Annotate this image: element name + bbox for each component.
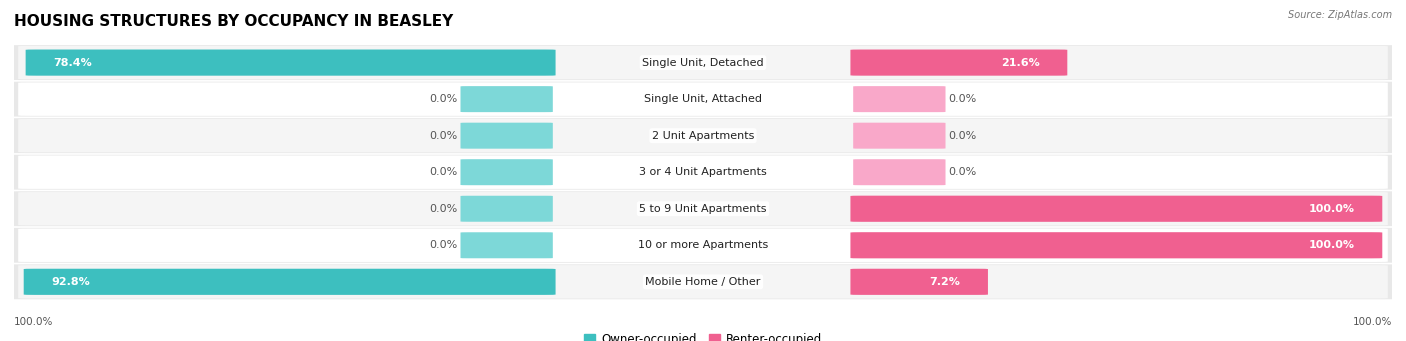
FancyBboxPatch shape — [0, 264, 1406, 299]
FancyBboxPatch shape — [461, 196, 553, 222]
FancyBboxPatch shape — [851, 49, 1067, 76]
Text: 2 Unit Apartments: 2 Unit Apartments — [652, 131, 754, 141]
FancyBboxPatch shape — [461, 232, 553, 258]
Text: 21.6%: 21.6% — [1001, 58, 1040, 68]
Text: Source: ZipAtlas.com: Source: ZipAtlas.com — [1288, 10, 1392, 20]
FancyBboxPatch shape — [461, 159, 553, 185]
FancyBboxPatch shape — [0, 191, 1406, 226]
FancyBboxPatch shape — [0, 228, 1406, 263]
Text: 0.0%: 0.0% — [429, 240, 458, 250]
Text: 3 or 4 Unit Apartments: 3 or 4 Unit Apartments — [640, 167, 766, 177]
FancyBboxPatch shape — [0, 82, 1406, 117]
Text: Single Unit, Detached: Single Unit, Detached — [643, 58, 763, 68]
FancyBboxPatch shape — [0, 118, 1406, 153]
FancyBboxPatch shape — [18, 119, 1388, 152]
FancyBboxPatch shape — [851, 232, 1382, 258]
FancyBboxPatch shape — [18, 155, 1388, 189]
FancyBboxPatch shape — [853, 86, 945, 112]
Text: 100.0%: 100.0% — [1309, 204, 1355, 214]
Text: 0.0%: 0.0% — [429, 131, 458, 141]
Text: 0.0%: 0.0% — [429, 167, 458, 177]
Text: 0.0%: 0.0% — [429, 204, 458, 214]
FancyBboxPatch shape — [18, 228, 1388, 262]
FancyBboxPatch shape — [853, 159, 945, 185]
FancyBboxPatch shape — [461, 86, 553, 112]
Text: 100.0%: 100.0% — [1353, 317, 1392, 327]
Text: 92.8%: 92.8% — [51, 277, 90, 287]
FancyBboxPatch shape — [18, 83, 1388, 116]
Text: 0.0%: 0.0% — [948, 131, 977, 141]
Text: 78.4%: 78.4% — [53, 58, 91, 68]
Text: 5 to 9 Unit Apartments: 5 to 9 Unit Apartments — [640, 204, 766, 214]
FancyBboxPatch shape — [24, 269, 555, 295]
FancyBboxPatch shape — [18, 46, 1388, 79]
Text: 100.0%: 100.0% — [1309, 240, 1355, 250]
Text: HOUSING STRUCTURES BY OCCUPANCY IN BEASLEY: HOUSING STRUCTURES BY OCCUPANCY IN BEASL… — [14, 14, 453, 29]
FancyBboxPatch shape — [18, 265, 1388, 298]
Text: 0.0%: 0.0% — [948, 94, 977, 104]
Text: Mobile Home / Other: Mobile Home / Other — [645, 277, 761, 287]
FancyBboxPatch shape — [851, 269, 988, 295]
Text: 10 or more Apartments: 10 or more Apartments — [638, 240, 768, 250]
Text: Single Unit, Attached: Single Unit, Attached — [644, 94, 762, 104]
FancyBboxPatch shape — [25, 49, 555, 76]
FancyBboxPatch shape — [0, 155, 1406, 190]
FancyBboxPatch shape — [851, 196, 1382, 222]
FancyBboxPatch shape — [853, 123, 945, 149]
FancyBboxPatch shape — [0, 45, 1406, 80]
Text: 7.2%: 7.2% — [929, 277, 960, 287]
Legend: Owner-occupied, Renter-occupied: Owner-occupied, Renter-occupied — [579, 328, 827, 341]
FancyBboxPatch shape — [18, 192, 1388, 225]
Text: 100.0%: 100.0% — [14, 317, 53, 327]
FancyBboxPatch shape — [461, 123, 553, 149]
Text: 0.0%: 0.0% — [948, 167, 977, 177]
Text: 0.0%: 0.0% — [429, 94, 458, 104]
